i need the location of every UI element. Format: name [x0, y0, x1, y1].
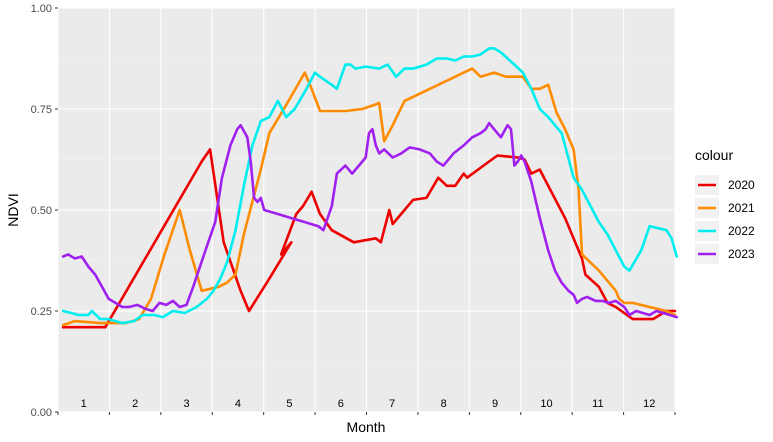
series-line-2021: [61, 67, 677, 327]
legend-label-2023: 2023: [728, 247, 755, 261]
series-lines: [61, 47, 678, 329]
y-tick-label: 0.00: [31, 407, 52, 419]
series-line-2020: [61, 148, 677, 329]
legend-title: colour: [695, 147, 733, 163]
month-label: 6: [338, 398, 344, 410]
month-label: 1: [81, 398, 87, 410]
month-label: 11: [592, 398, 603, 410]
series-line-2023: [61, 121, 678, 319]
y-axis: 0.00 0.25 0.50 0.75 1.00: [31, 3, 58, 419]
month-label: 5: [286, 398, 292, 410]
month-label: 8: [441, 398, 447, 410]
month-label: 10: [540, 398, 552, 410]
x-axis: [57, 412, 676, 415]
legend-label-2020: 2020: [728, 178, 755, 192]
series-line-2022: [61, 47, 678, 325]
legend-label-2022: 2022: [728, 224, 755, 238]
y-axis-title: NDVI: [5, 193, 21, 226]
month-label: 7: [389, 398, 395, 410]
month-label: 3: [183, 398, 189, 410]
month-label: 12: [643, 398, 655, 410]
month-label: 2: [132, 398, 138, 410]
y-tick-label: 0.25: [31, 306, 52, 318]
x-axis-title: Month: [347, 419, 386, 435]
y-tick-label: 0.50: [31, 205, 52, 217]
month-labels: 1 2 3 4 5 6 7 8 9 10 11 12: [81, 398, 656, 410]
y-tick-label: 0.75: [31, 104, 52, 116]
month-label: 9: [492, 398, 498, 410]
legend-label-2021: 2021: [728, 201, 755, 215]
y-tick-label: 1.00: [31, 3, 52, 15]
legend: colour 2020 2021 2022 2023: [695, 147, 755, 264]
month-label: 4: [235, 398, 241, 410]
